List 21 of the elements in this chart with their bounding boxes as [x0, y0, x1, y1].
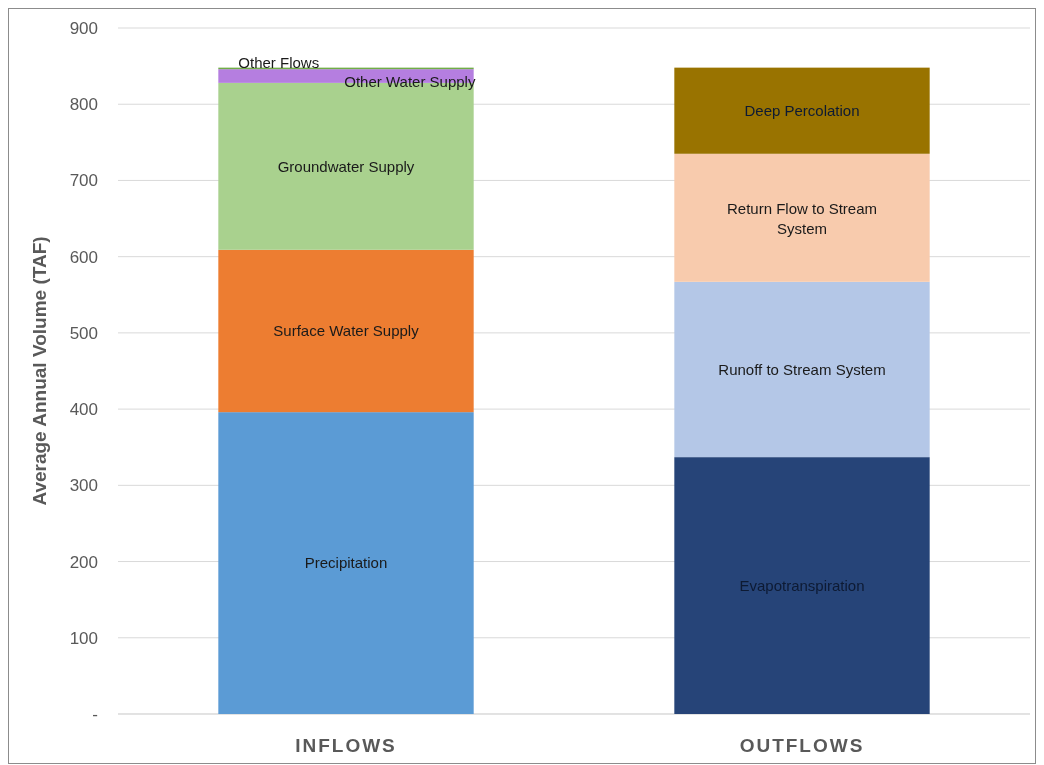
- y-tick-label: -: [92, 704, 98, 724]
- y-tick-label: 300: [69, 476, 98, 496]
- series-label: Deep Percolation: [744, 101, 860, 119]
- y-axis-title: Average Annual Volume (TAF): [29, 236, 50, 506]
- y-tick-label: 100: [69, 628, 98, 648]
- x-tick-label: INFLOWS: [295, 735, 397, 756]
- series-label: Precipitation: [304, 554, 388, 572]
- series-label: Groundwater Supply: [277, 157, 415, 175]
- series-label: Other Flows: [238, 53, 320, 71]
- y-tick-label: 400: [69, 400, 98, 420]
- y-tick-label: 200: [69, 552, 98, 572]
- series-label: Evapotranspiration: [739, 576, 865, 594]
- series-label: Surface Water Supply: [273, 322, 420, 340]
- series-label: Runoff to Stream System: [718, 360, 886, 378]
- y-tick-label: 500: [69, 323, 98, 343]
- y-tick-label: 900: [69, 18, 98, 38]
- series-label: Return Flow to Stream System: [726, 200, 878, 238]
- y-tick-label: 700: [69, 171, 98, 191]
- x-tick-label: OUTFLOWS: [739, 735, 865, 756]
- y-tick-label: 600: [69, 247, 98, 267]
- y-tick-label: 800: [69, 95, 98, 115]
